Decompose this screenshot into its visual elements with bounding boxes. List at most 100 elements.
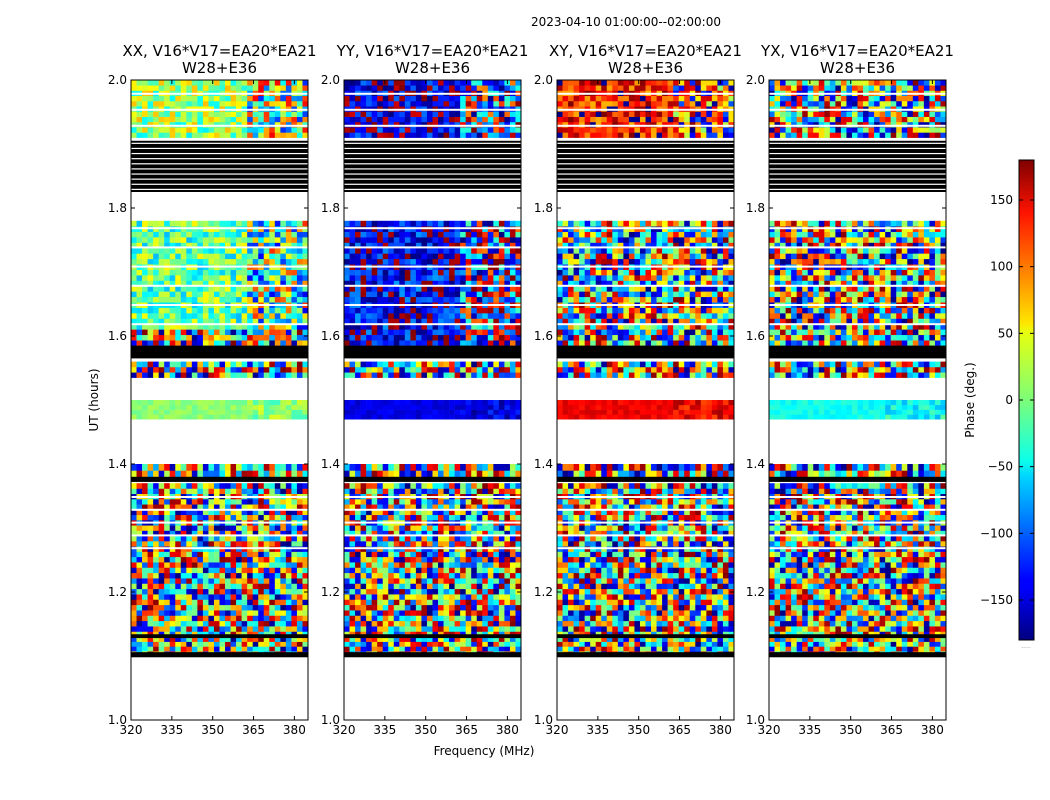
heatmap-cell [476,275,483,281]
heatmap-cell [410,488,417,495]
heatmap-cell [269,551,276,558]
heatmap-cell [164,242,171,249]
heatmap-cell [274,626,281,632]
heatmap-cell [202,636,209,642]
heatmap-cell [454,646,461,652]
heatmap-cell [410,85,417,91]
heatmap-cell [258,121,265,128]
heatmap-cell [449,509,455,516]
heatmap-cell [202,641,209,647]
heatmap-cell [410,646,417,652]
heatmap-cell [399,488,406,495]
heatmap-cell [291,604,298,611]
heatmap-cell [230,414,237,420]
heatmap-cell [432,121,439,128]
heatmap-cell [421,231,428,238]
heatmap-cell [269,95,276,102]
heatmap-cell [131,247,137,254]
heatmap-cell [191,291,198,298]
heatmap-cell [213,372,220,378]
heatmap-cell [169,535,176,542]
heatmap-cell [388,296,395,303]
heatmap-cell [493,334,500,341]
heatmap-cell [285,578,292,584]
heatmap-cell [438,498,444,505]
heatmap-cell [382,525,389,531]
heatmap-cell [493,307,500,314]
heatmap-cell [142,307,148,314]
heatmap-cell [449,329,455,336]
heatmap-cell [415,100,422,107]
heatmap-cell [449,80,455,86]
heatmap-cell [388,588,395,595]
heatmap-cell [482,269,489,276]
heatmap-cell [471,231,478,238]
heatmap-cell [371,329,378,336]
heatmap-cell [225,567,231,574]
heatmap-cell [449,404,455,410]
heatmap-cell [393,132,400,138]
heatmap-cell [131,525,137,531]
heatmap-cell [263,464,270,471]
heatmap-cell [509,504,516,510]
heatmap-cell [449,253,455,260]
heatmap-cell [247,535,253,542]
heatmap-cell [344,127,350,133]
heatmap-cell [355,231,361,238]
heatmap-cell [366,599,372,606]
heatmap-cell [158,313,165,319]
heatmap-cell [302,404,308,410]
heatmap-cell [487,242,494,249]
heatmap-cell [432,127,439,133]
heatmap-cell [241,247,248,254]
heatmap-cell [432,615,439,622]
heatmap-cell [158,578,165,584]
heatmap-cell [241,615,248,622]
heatmap-cell [142,599,148,606]
heatmap-cell [241,409,248,415]
heatmap-cell [498,111,505,117]
heatmap-cell [382,646,389,652]
heatmap-cell [415,588,422,595]
heatmap-cell [509,572,516,579]
heatmap-cell [213,340,220,346]
heatmap-cell [471,615,478,622]
heatmap-cell [302,323,308,330]
heatmap-cell [274,588,281,595]
heatmap-cell [410,588,417,595]
heatmap-cell [498,237,505,243]
heatmap-cell [509,567,516,574]
heatmap-cell [498,498,505,505]
heatmap-cell [438,361,444,368]
heatmap-cell [175,535,182,542]
heatmap-cell [208,572,215,579]
heatmap-cell [230,615,237,622]
heatmap-cell [454,340,461,346]
heatmap-cell [515,400,521,406]
heatmap-cell [487,610,494,616]
heatmap-cell [202,361,209,368]
heatmap-cell [296,237,303,243]
heatmap-cell [504,231,511,238]
heatmap-cell [186,237,193,243]
heatmap-cell [493,498,500,505]
heatmap-cell [208,340,215,346]
heatmap-cell [142,583,148,590]
heatmap-cell [285,562,292,568]
heatmap-cell [186,470,193,478]
heatmap-cell [465,313,472,319]
heatmap-cell [355,567,361,574]
heatmap-cell [476,291,483,298]
heatmap-cell [186,562,193,568]
heatmap-cell [399,610,406,616]
heatmap-cell [169,509,176,516]
heatmap-cell [247,80,253,86]
heatmap-cell [164,572,171,579]
heatmap-cell [280,121,287,128]
heatmap-cell [164,409,171,415]
heatmap-cell [371,556,378,563]
heatmap-cell [360,85,367,91]
heatmap-cell [355,100,361,107]
heatmap-cell [131,567,137,574]
heatmap-cell [498,100,505,107]
